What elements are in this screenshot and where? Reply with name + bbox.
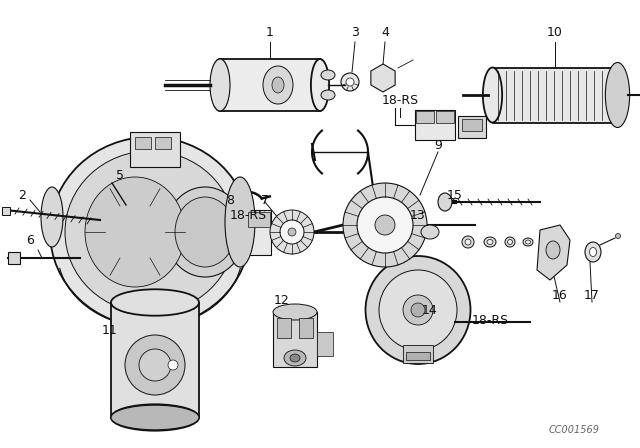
Ellipse shape — [284, 350, 306, 366]
Bar — [493, 68, 618, 122]
Bar — [130, 132, 180, 167]
Bar — [111, 302, 199, 418]
Bar — [248, 212, 270, 227]
Text: CC001569: CC001569 — [549, 425, 600, 435]
Ellipse shape — [111, 405, 199, 430]
Polygon shape — [537, 225, 570, 280]
Ellipse shape — [125, 335, 185, 395]
Text: 15: 15 — [447, 189, 463, 202]
Text: 13: 13 — [410, 208, 426, 221]
Bar — [406, 352, 430, 360]
Ellipse shape — [168, 360, 178, 370]
Text: 4: 4 — [381, 26, 389, 39]
Text: 7: 7 — [261, 194, 269, 207]
Ellipse shape — [270, 210, 314, 254]
Ellipse shape — [403, 295, 433, 325]
Text: 16: 16 — [552, 289, 568, 302]
Ellipse shape — [372, 78, 394, 86]
Ellipse shape — [379, 270, 457, 350]
Text: 11: 11 — [102, 323, 118, 336]
Bar — [403, 345, 433, 363]
Ellipse shape — [111, 404, 199, 431]
Ellipse shape — [585, 242, 601, 262]
Ellipse shape — [50, 137, 250, 327]
Bar — [416, 111, 434, 123]
Text: 10: 10 — [547, 26, 563, 39]
Ellipse shape — [290, 354, 300, 362]
Bar — [2, 207, 10, 215]
Ellipse shape — [605, 63, 630, 128]
Text: 18-RS: 18-RS — [472, 314, 509, 327]
Text: 8: 8 — [226, 194, 234, 207]
Ellipse shape — [85, 177, 185, 287]
Ellipse shape — [210, 59, 230, 111]
Ellipse shape — [321, 70, 335, 80]
Ellipse shape — [438, 193, 452, 211]
Bar — [246, 210, 271, 255]
Ellipse shape — [165, 187, 245, 277]
Text: 1: 1 — [266, 26, 274, 39]
Ellipse shape — [139, 349, 171, 381]
Ellipse shape — [211, 59, 229, 111]
Ellipse shape — [616, 233, 621, 238]
Ellipse shape — [41, 187, 63, 247]
Text: 3: 3 — [351, 26, 359, 39]
Ellipse shape — [341, 73, 359, 91]
Polygon shape — [371, 64, 395, 92]
Bar — [436, 111, 454, 123]
Ellipse shape — [375, 215, 395, 235]
Text: 18-RS: 18-RS — [381, 94, 419, 107]
Ellipse shape — [411, 303, 425, 317]
Ellipse shape — [608, 68, 627, 122]
Text: 17: 17 — [584, 289, 600, 302]
Bar — [462, 119, 482, 131]
Ellipse shape — [487, 240, 493, 245]
Text: 14: 14 — [422, 303, 438, 316]
Ellipse shape — [311, 59, 329, 111]
Ellipse shape — [465, 239, 471, 245]
Ellipse shape — [272, 77, 284, 93]
Bar — [317, 332, 333, 356]
Ellipse shape — [525, 240, 531, 244]
Ellipse shape — [273, 304, 317, 320]
Ellipse shape — [505, 237, 515, 247]
Ellipse shape — [111, 289, 199, 316]
Ellipse shape — [483, 68, 502, 122]
Ellipse shape — [175, 197, 235, 267]
Ellipse shape — [346, 78, 354, 86]
Bar — [277, 318, 291, 338]
Text: 18-RS: 18-RS — [229, 208, 267, 221]
Ellipse shape — [288, 228, 296, 236]
Text: 9: 9 — [434, 138, 442, 151]
Ellipse shape — [508, 240, 513, 245]
Bar — [273, 312, 317, 367]
Bar — [458, 116, 486, 138]
Ellipse shape — [357, 197, 413, 253]
Ellipse shape — [421, 225, 439, 239]
Ellipse shape — [523, 238, 533, 246]
Text: 12: 12 — [274, 293, 290, 306]
Bar — [220, 59, 320, 111]
Bar — [299, 318, 313, 338]
Ellipse shape — [343, 183, 427, 267]
Text: 5: 5 — [116, 168, 124, 181]
Text: 2: 2 — [18, 189, 26, 202]
Ellipse shape — [321, 90, 335, 100]
Bar — [8, 252, 20, 264]
Ellipse shape — [484, 237, 496, 247]
Bar — [155, 137, 171, 149]
Ellipse shape — [263, 66, 293, 104]
Ellipse shape — [462, 236, 474, 248]
Ellipse shape — [546, 241, 560, 259]
Bar — [415, 110, 455, 140]
Text: 6: 6 — [26, 233, 34, 246]
Ellipse shape — [280, 220, 304, 244]
Ellipse shape — [225, 177, 255, 267]
Bar — [135, 137, 151, 149]
Ellipse shape — [65, 151, 235, 313]
Ellipse shape — [365, 256, 470, 364]
Ellipse shape — [589, 247, 596, 257]
